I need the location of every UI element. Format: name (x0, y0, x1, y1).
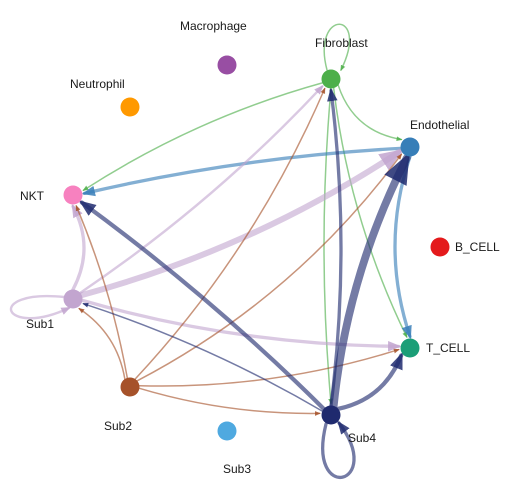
edge-sub4-to-sub1 (82, 302, 324, 412)
edge-sub2-to-endothelial (136, 153, 403, 382)
edge-sub1-to-sub1 (9, 294, 71, 320)
edge-sub2-to-sub4 (138, 387, 321, 416)
edges-layer (9, 23, 412, 479)
node-label-fibroblast: Fibroblast (315, 36, 368, 50)
edge-sub2-to-t-cell (138, 348, 400, 387)
node-label-sub1: Sub1 (26, 317, 54, 331)
node-macrophage (217, 55, 237, 75)
node-label-neutrophil: Neutrophil (70, 77, 125, 91)
node-endothelial (400, 137, 420, 157)
edge-sub1-to-t-cell (80, 298, 402, 352)
node-label-endothelial: Endothelial (410, 118, 469, 132)
node-label-macrophage: Macrophage (180, 19, 247, 33)
node-sub3 (217, 421, 237, 441)
edge-fibroblast-to-nkt (82, 82, 324, 192)
node-label-sub2: Sub2 (104, 419, 132, 433)
node-label-sub3: Sub3 (223, 462, 251, 476)
edge-sub2-to-sub1 (78, 307, 126, 380)
edge-sub4-to-nkt (79, 200, 326, 411)
node-fibroblast (321, 69, 341, 89)
edge-endothelial-to-nkt (81, 146, 403, 197)
node-label-nkt: NKT (20, 189, 45, 203)
edge-fibroblast-to-endothelial (337, 84, 403, 142)
nodes-layer (63, 55, 450, 441)
edge-sub1-to-endothelial (78, 148, 404, 299)
node-sub4 (321, 405, 341, 425)
node-label-t-cell: T_CELL (426, 341, 470, 355)
node-b-cell (430, 237, 450, 257)
node-sub2 (120, 377, 140, 397)
node-label-sub4: Sub4 (348, 431, 376, 445)
edge-sub4-to-sub4 (321, 420, 356, 479)
node-neutrophil (120, 97, 140, 117)
edge-fibroblast-to-t-cell (332, 87, 408, 339)
labels-layer: Macrophage Fibroblast Neutrophil Endothelia… (20, 19, 500, 476)
node-t-cell (400, 338, 420, 358)
edge-sub1-to-fibroblast (79, 85, 324, 295)
edge-sub2-to-nkt (75, 204, 129, 379)
edge-sub4-to-endothelial (329, 152, 411, 410)
edge-sub2-to-fibroblast (134, 87, 326, 380)
node-nkt (63, 185, 83, 205)
edge-sub1-to-nkt (71, 204, 86, 292)
edge-sub4-to-t-cell (336, 352, 404, 411)
edge-fibroblast-to-fibroblast (323, 23, 351, 72)
node-label-b-cell: B_CELL (455, 240, 500, 254)
node-sub1 (63, 289, 83, 309)
edge-fibroblast-to-sub4 (323, 87, 333, 405)
